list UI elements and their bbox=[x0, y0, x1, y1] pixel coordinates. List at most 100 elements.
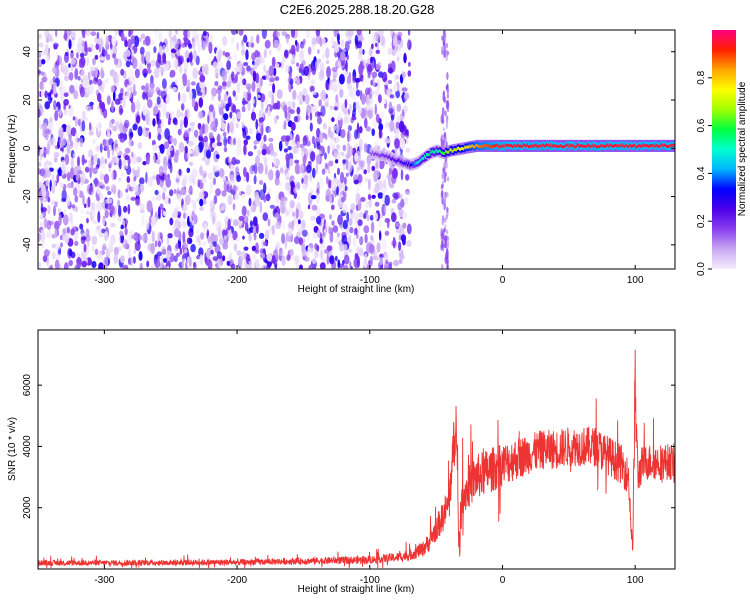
spectrogram-noise-cell bbox=[441, 35, 444, 41]
spectrogram-noise-cell bbox=[96, 250, 103, 260]
spectrogram-noise-cell bbox=[296, 141, 300, 149]
spectrogram-noise-cell bbox=[180, 187, 187, 196]
spectrogram-noise-cell bbox=[143, 72, 147, 78]
spectrogram-noise-cell bbox=[125, 60, 131, 68]
spectrogram-noise-cell bbox=[105, 186, 110, 191]
spectrogram-signal-core bbox=[565, 144, 568, 147]
spectrogram-noise-cell bbox=[290, 44, 296, 56]
spectrogram-noise-cell bbox=[384, 204, 387, 215]
spectrogram-noise-cell bbox=[441, 240, 444, 249]
spectrogram-noise-cell bbox=[264, 157, 267, 168]
spectrogram-noise-cell bbox=[242, 126, 248, 136]
spectrogram-noise-cell bbox=[188, 161, 194, 166]
spectrogram-noise-cell bbox=[140, 183, 145, 193]
spectrogram-noise-cell bbox=[248, 260, 253, 265]
spectrogram-noise-cell bbox=[344, 176, 347, 185]
spectrogram-noise-cell bbox=[111, 156, 117, 164]
spectrogram-noise-cell bbox=[145, 154, 150, 165]
spectrogram-noise-cell bbox=[267, 218, 271, 227]
spectrogram-noise-cell bbox=[298, 237, 304, 246]
spectrogram-noise-cell bbox=[76, 256, 82, 269]
spectrogram-noise-cell bbox=[384, 261, 390, 269]
spectrogram-noise-cell bbox=[395, 132, 400, 138]
spectrogram-noise-cell bbox=[328, 126, 332, 138]
spectrogram-noise-cell bbox=[287, 146, 292, 151]
spectrogram-noise-cell bbox=[243, 34, 248, 43]
spectrogram-noise-cell bbox=[97, 121, 101, 134]
spectrogram-noise-cell bbox=[102, 264, 108, 269]
spectrogram-noise-cell bbox=[175, 30, 179, 35]
spectrogram-noise-cell bbox=[337, 214, 343, 225]
spectrogram-noise-cell bbox=[255, 94, 261, 99]
spectrogram-noise-cell bbox=[342, 155, 347, 160]
spectrogram-noise-cell bbox=[221, 70, 227, 82]
spectrogram-noise-cell bbox=[396, 103, 402, 112]
spectrogram-noise-cell bbox=[81, 260, 87, 268]
spectrogram-noise-cell bbox=[378, 128, 382, 139]
spectrogram-noise-cell bbox=[80, 250, 87, 259]
spectrogram-noise-cell bbox=[39, 149, 43, 162]
spectrogram-noise-cell bbox=[158, 151, 161, 161]
spectrogram-noise-cell bbox=[268, 65, 274, 77]
spectrogram-noise-cell bbox=[249, 165, 255, 175]
spectrogram-noise-cell bbox=[266, 253, 273, 262]
spectrogram-noise-cell bbox=[181, 42, 186, 48]
spectrogram-noise-cell bbox=[246, 171, 250, 183]
spectrogram-noise-cell bbox=[232, 203, 236, 211]
spectrogram-noise-cell bbox=[210, 249, 214, 255]
spectrogram-noise-cell bbox=[45, 169, 52, 178]
spectrogram-noise-cell bbox=[345, 172, 349, 177]
spectrogram-noise-cell bbox=[159, 262, 163, 269]
spectrogram-noise-cell bbox=[356, 255, 361, 268]
spectrogram-noise-cell bbox=[67, 182, 74, 189]
spectrogram-noise-cell bbox=[229, 138, 233, 146]
spectrogram-noise-cell bbox=[215, 188, 221, 197]
spectrogram-noise-cell bbox=[259, 201, 263, 213]
spectrogram-noise-cell bbox=[387, 79, 393, 85]
spectrogram-noise-cell bbox=[357, 173, 363, 184]
spectrogram-noise-cell bbox=[359, 144, 362, 152]
spectrogram-noise-cell bbox=[325, 221, 328, 231]
spectrogram-noise-cell bbox=[293, 236, 300, 245]
spectrogram-noise-cell bbox=[196, 227, 200, 238]
spectrogram-noise-cell bbox=[349, 226, 354, 234]
spectrogram-noise-cell bbox=[304, 94, 310, 105]
spectrogram-noise-cell bbox=[59, 182, 64, 189]
spectrogram-noise-cell bbox=[155, 253, 159, 260]
spectrogram-noise-cell bbox=[359, 236, 364, 246]
spectrogram-noise-cell bbox=[393, 84, 398, 92]
spectrogram-noise-cell bbox=[369, 214, 374, 221]
spectrogram-noise-cell bbox=[148, 215, 152, 225]
spectrogram-noise-cell bbox=[135, 199, 141, 207]
spectrogram-noise-cell bbox=[142, 91, 147, 100]
spectrogram-noise-cell bbox=[101, 202, 106, 209]
spectrogram-noise-cell bbox=[364, 253, 368, 262]
spectrogram-noise-cell bbox=[211, 215, 216, 225]
spectrogram-noise-cell bbox=[38, 232, 42, 242]
spectrogram-noise-cell bbox=[169, 217, 174, 226]
spectrogram-noise-cell bbox=[318, 99, 322, 107]
spectrogram-noise-cell bbox=[290, 121, 296, 131]
spectrogram-noise-cell bbox=[53, 99, 57, 111]
spectrogram-noise-cell bbox=[183, 38, 190, 46]
spectrogram-noise-cell bbox=[263, 64, 266, 73]
spectrogram-noise-cell bbox=[372, 118, 378, 128]
spectrogram-noise-cell bbox=[272, 102, 279, 110]
spectrogram-noise-cell bbox=[311, 256, 317, 264]
spectrogram-noise-cell bbox=[190, 124, 195, 132]
spectrogram-noise-cell bbox=[178, 55, 184, 65]
spectrogram-noise-cell bbox=[89, 122, 92, 131]
snr-x-axis-label: Height of straight line (km) bbox=[298, 584, 415, 595]
spectrogram-noise-cell bbox=[112, 70, 116, 78]
spectrogram-noise-cell bbox=[247, 100, 251, 112]
spectrogram-signal-core bbox=[673, 143, 675, 147]
spectrogram-noise-cell bbox=[69, 84, 75, 94]
spectrogram-noise-cell bbox=[154, 67, 160, 79]
spectrogram-noise-cell bbox=[75, 172, 79, 182]
spectrogram-noise-cell bbox=[310, 79, 315, 85]
spectrogram-noise-cell bbox=[192, 201, 197, 210]
spectrogram-noise-cell bbox=[53, 45, 58, 50]
spectrogram-noise-cell bbox=[336, 185, 340, 196]
spectrogram-noise-cell bbox=[306, 104, 311, 114]
spectrogram-noise-cell bbox=[138, 251, 143, 261]
